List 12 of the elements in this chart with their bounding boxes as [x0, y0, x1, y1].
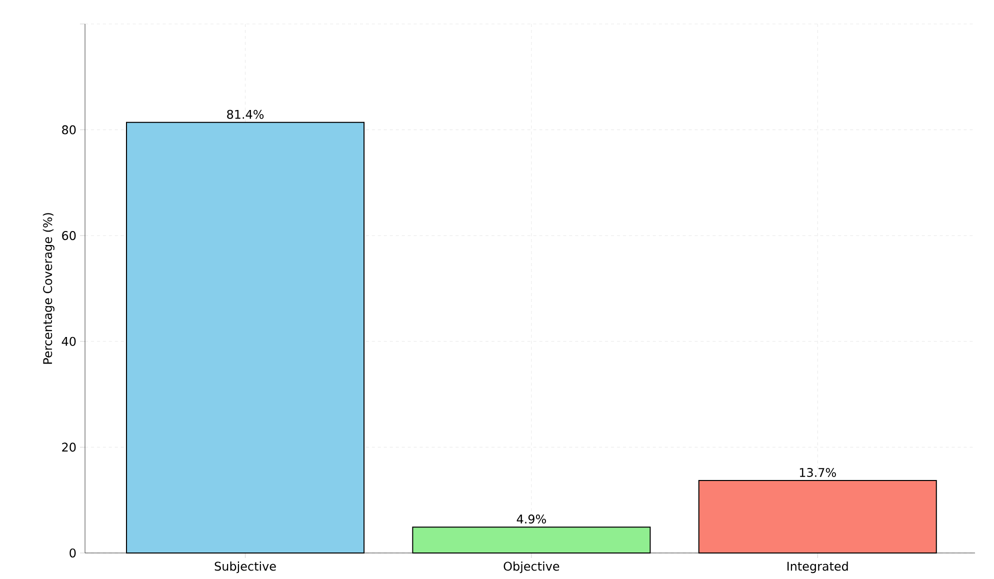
y-tick-label: 80 [62, 125, 76, 134]
y-tick-label: 40 [62, 336, 76, 346]
y-axis-title: Percentage Coverage (%) [42, 213, 54, 364]
y-tick-label: 20 [62, 442, 76, 452]
x-tick-label: Integrated [787, 562, 848, 574]
data-label: 4.9% [516, 514, 546, 524]
x-tick-label: Objective [504, 562, 560, 574]
data-label: 81.4% [227, 110, 264, 119]
data-label: 13.7% [800, 468, 836, 477]
y-tick-label: 0 [70, 548, 76, 558]
y-tick-label: 60 [62, 231, 76, 240]
x-tick-label: Subjective [214, 562, 276, 574]
